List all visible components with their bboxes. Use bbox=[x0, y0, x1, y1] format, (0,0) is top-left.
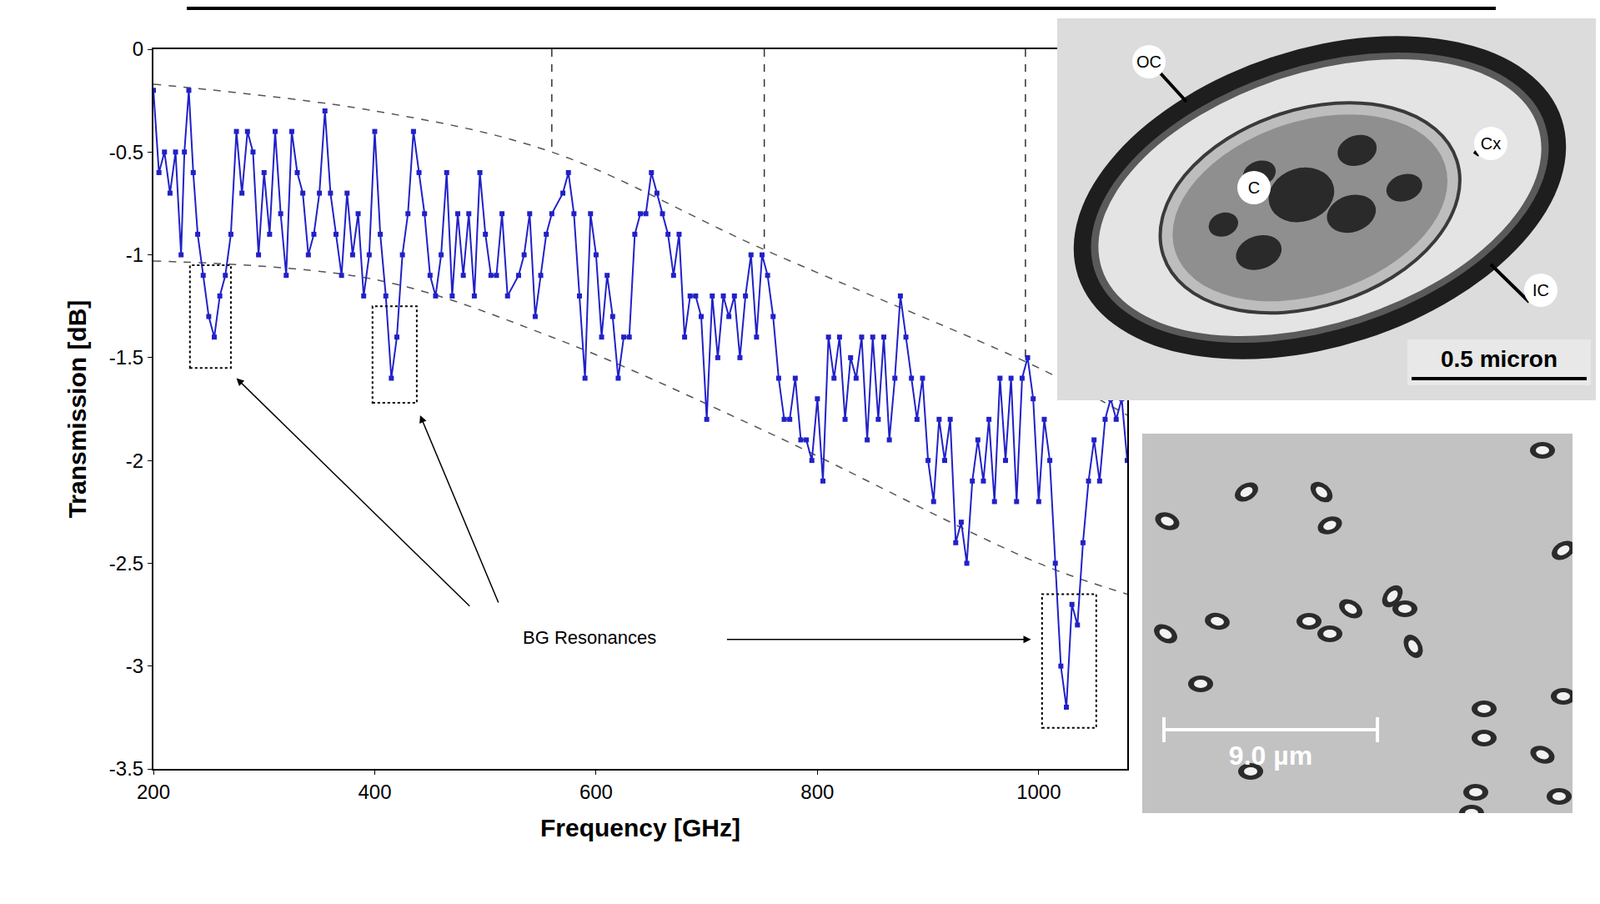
svg-text:C: C bbox=[1248, 178, 1260, 197]
svg-text:-1: -1 bbox=[125, 243, 144, 266]
svg-text:800: 800 bbox=[800, 780, 834, 803]
svg-text:-3.5: -3.5 bbox=[109, 757, 144, 780]
svg-text:1000: 1000 bbox=[1016, 780, 1061, 803]
svg-text:OC: OC bbox=[1136, 52, 1162, 71]
svg-text:0.5 micron: 0.5 micron bbox=[1440, 346, 1558, 372]
svg-text:Cx: Cx bbox=[1480, 134, 1501, 153]
svg-text:Transmission [dB]: Transmission [dB] bbox=[63, 300, 91, 519]
svg-text:-3: -3 bbox=[125, 654, 144, 678]
svg-text:IC: IC bbox=[1532, 280, 1550, 300]
svg-text:Frequency [GHz]: Frequency [GHz] bbox=[540, 813, 741, 842]
svg-text:600: 600 bbox=[579, 780, 613, 803]
svg-text:0: 0 bbox=[132, 37, 144, 61]
svg-text:-2.5: -2.5 bbox=[109, 551, 144, 575]
svg-text:400: 400 bbox=[357, 780, 392, 803]
svg-text:-1.5: -1.5 bbox=[109, 346, 144, 369]
svg-text:BG Resonances: BG Resonances bbox=[522, 626, 657, 648]
svg-text:200: 200 bbox=[136, 780, 171, 803]
svg-text:-0.5: -0.5 bbox=[109, 140, 144, 164]
svg-text:9.0 µm: 9.0 µm bbox=[1228, 740, 1313, 771]
svg-text:-2: -2 bbox=[125, 449, 144, 472]
